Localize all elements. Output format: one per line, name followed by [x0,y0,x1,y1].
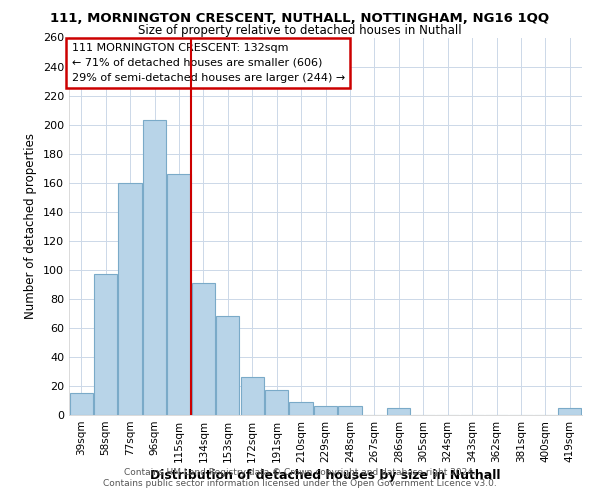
Text: Size of property relative to detached houses in Nuthall: Size of property relative to detached ho… [138,24,462,37]
Bar [70,393,93,415]
Bar [265,390,288,415]
Text: Contains HM Land Registry data © Crown copyright and database right 2024.
Contai: Contains HM Land Registry data © Crown c… [103,468,497,487]
Bar [338,406,362,415]
Bar [216,316,239,415]
Bar [143,120,166,415]
Y-axis label: Number of detached properties: Number of detached properties [25,133,37,320]
X-axis label: Distribution of detached houses by size in Nuthall: Distribution of detached houses by size … [150,469,501,482]
Bar [94,274,117,415]
Bar [192,283,215,415]
Bar [241,377,264,415]
Bar [118,182,142,415]
Bar [167,174,191,415]
Bar [289,402,313,415]
Bar [314,406,337,415]
Bar [558,408,581,415]
Bar [387,408,410,415]
Text: 111 MORNINGTON CRESCENT: 132sqm
← 71% of detached houses are smaller (606)
29% o: 111 MORNINGTON CRESCENT: 132sqm ← 71% of… [71,43,345,83]
Text: 111, MORNINGTON CRESCENT, NUTHALL, NOTTINGHAM, NG16 1QQ: 111, MORNINGTON CRESCENT, NUTHALL, NOTTI… [50,12,550,26]
